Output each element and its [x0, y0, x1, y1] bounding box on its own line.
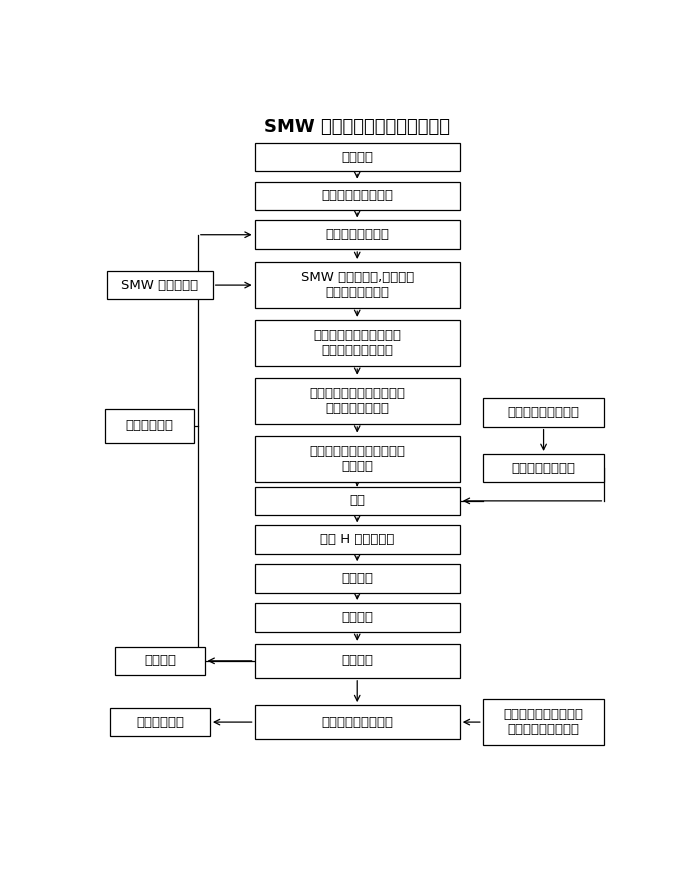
FancyBboxPatch shape: [483, 453, 604, 483]
FancyBboxPatch shape: [254, 564, 460, 593]
FancyBboxPatch shape: [254, 603, 460, 631]
FancyBboxPatch shape: [254, 436, 460, 482]
Text: 插入型钢: 插入型钢: [342, 572, 373, 585]
Text: 型钢进场，质量检验: 型钢进场，质量检验: [507, 406, 580, 419]
FancyBboxPatch shape: [107, 271, 213, 300]
Text: 型钢涂减摩擦材料: 型钢涂减摩擦材料: [512, 461, 576, 475]
Text: SMW 工法围护桩施工工艺流程图: SMW 工法围护桩施工工艺流程图: [264, 118, 450, 135]
FancyBboxPatch shape: [254, 525, 460, 554]
FancyBboxPatch shape: [483, 398, 604, 427]
Text: 型钢回收且注浆回填: 型钢回收且注浆回填: [321, 715, 393, 728]
FancyBboxPatch shape: [254, 705, 460, 739]
Text: 校核 H 型钢垂直度: 校核 H 型钢垂直度: [320, 533, 395, 546]
FancyBboxPatch shape: [105, 409, 194, 443]
Text: SMW 搅拌机架设: SMW 搅拌机架设: [121, 278, 199, 292]
Text: 固定型钢: 固定型钢: [342, 611, 373, 624]
FancyBboxPatch shape: [254, 486, 460, 515]
FancyBboxPatch shape: [116, 646, 205, 675]
Text: 钻头喷浆、气并切割土体下
沉至设计桩底标高: 钻头喷浆、气并切割土体下 沉至设计桩底标高: [309, 387, 405, 415]
Text: 设置导向定位型钢: 设置导向定位型钢: [325, 228, 389, 241]
FancyBboxPatch shape: [254, 143, 460, 171]
Text: 基坑开挖及结构施作，
完毕且达到设计强度: 基坑开挖及结构施作， 完毕且达到设计强度: [503, 708, 583, 736]
Text: 下一施工循环: 下一施工循环: [125, 420, 174, 432]
Text: 钻头喷浆、气并提升至设计
桩顶标高: 钻头喷浆、气并提升至设计 桩顶标高: [309, 445, 405, 473]
FancyBboxPatch shape: [110, 708, 210, 736]
Text: 搅拌机械撤出: 搅拌机械撤出: [136, 715, 184, 728]
FancyBboxPatch shape: [254, 320, 460, 366]
FancyBboxPatch shape: [254, 377, 460, 424]
FancyBboxPatch shape: [254, 262, 460, 309]
Text: SMW 搅拌机就位,校正复核
桩机水平和垂直度: SMW 搅拌机就位,校正复核 桩机水平和垂直度: [300, 271, 414, 299]
FancyBboxPatch shape: [254, 220, 460, 249]
FancyBboxPatch shape: [254, 181, 460, 210]
Text: 施工完毕: 施工完毕: [342, 654, 373, 667]
FancyBboxPatch shape: [483, 699, 604, 745]
Text: 测量放样: 测量放样: [342, 150, 373, 164]
Text: 钻孔: 钻孔: [349, 494, 365, 507]
Text: 拌制水泥浆液，开启空压
机，送浆至桩机钻头: 拌制水泥浆液，开启空压 机，送浆至桩机钻头: [313, 329, 401, 357]
FancyBboxPatch shape: [254, 644, 460, 678]
Text: 开挖沟槽及施作导墙: 开挖沟槽及施作导墙: [321, 189, 393, 202]
Text: 残土处理: 残土处理: [144, 654, 176, 667]
